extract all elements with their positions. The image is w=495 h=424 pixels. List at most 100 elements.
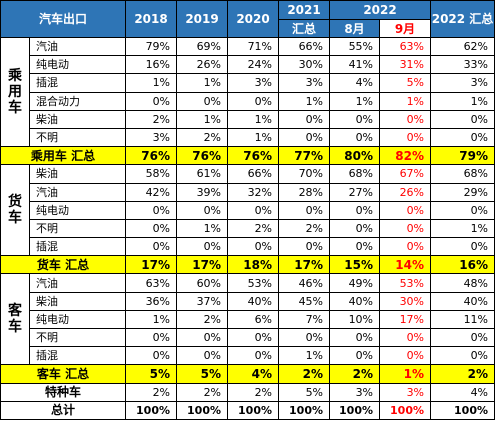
cell-2021: 3% xyxy=(278,73,331,93)
cell-2021: 17% xyxy=(278,255,331,275)
cell-2019: 76% xyxy=(176,146,229,166)
truck-total-label: 货车 汇总 xyxy=(0,255,127,275)
cell-aug: 68% xyxy=(329,164,381,184)
cell-sep: 0% xyxy=(379,237,432,257)
cell-2018: 63% xyxy=(125,273,178,293)
cell-2021: 77% xyxy=(278,146,331,166)
cell-2018: 3% xyxy=(125,127,178,148)
cell-2021: 5% xyxy=(278,382,331,402)
cell-aug: 15% xyxy=(329,255,381,275)
cell-2018: 42% xyxy=(125,182,178,202)
cell-sep: 30% xyxy=(379,291,432,311)
cell-2021: 100% xyxy=(278,400,331,420)
cell-2019: 69% xyxy=(176,36,229,57)
cell-sep: 14% xyxy=(379,255,432,275)
cell-2018: 16% xyxy=(125,55,178,75)
cell-2022-sum: 2% xyxy=(430,364,495,384)
cell-2019: 26% xyxy=(176,55,229,75)
cell-aug: 2% xyxy=(329,364,381,384)
row-label: 柴油 xyxy=(28,164,127,184)
cell-2021: 45% xyxy=(278,291,331,311)
row-label: 不明 xyxy=(28,127,127,148)
cell-2018: 0% xyxy=(125,218,178,239)
cell-sep: 1% xyxy=(379,91,432,111)
cell-2021: 66% xyxy=(278,36,331,57)
header-2021: 2021 xyxy=(278,0,331,20)
cell-sep: 0% xyxy=(379,327,432,348)
cell-2018: 0% xyxy=(125,200,178,220)
cell-2018: 1% xyxy=(125,309,178,330)
cell-2019: 37% xyxy=(176,291,229,311)
cell-aug: 0% xyxy=(329,109,381,129)
cell-2019: 1% xyxy=(176,218,229,239)
cell-2021: 0% xyxy=(278,327,331,348)
cell-sep: 0% xyxy=(379,200,432,220)
cell-2022-sum: 0% xyxy=(430,346,495,366)
header-2022: 2022 xyxy=(329,0,432,20)
cell-aug: 40% xyxy=(329,291,381,311)
cell-2022-sum: 100% xyxy=(430,400,495,420)
group-bus: 客车 xyxy=(0,273,30,366)
cell-2019: 0% xyxy=(176,200,229,220)
cell-aug: 80% xyxy=(329,146,381,166)
cell-2022-sum: 3% xyxy=(430,73,495,93)
cell-2020: 0% xyxy=(227,200,280,220)
cell-2020: 6% xyxy=(227,309,280,330)
cell-sep: 67% xyxy=(379,164,432,184)
cell-2022-sum: 11% xyxy=(430,309,495,330)
cell-aug: 10% xyxy=(329,309,381,330)
cell-aug: 0% xyxy=(329,200,381,220)
cell-aug: 3% xyxy=(329,382,381,402)
header-2021-summary: 汇总 xyxy=(278,19,331,38)
cell-sep: 63% xyxy=(379,36,432,57)
row-label: 汽油 xyxy=(28,182,127,202)
cell-sep: 31% xyxy=(379,55,432,75)
cell-2020: 3% xyxy=(227,73,280,93)
cell-2022-sum: 16% xyxy=(430,255,495,275)
cell-sep: 0% xyxy=(379,218,432,239)
cell-2018: 100% xyxy=(125,400,178,420)
cell-2018: 2% xyxy=(125,382,178,402)
cell-sep: 3% xyxy=(379,382,432,402)
row-label: 柴油 xyxy=(28,291,127,311)
cell-sep: 0% xyxy=(379,109,432,129)
cell-sep: 17% xyxy=(379,309,432,330)
cell-aug: 0% xyxy=(329,327,381,348)
row-label: 汽油 xyxy=(28,273,127,293)
cell-2020: 0% xyxy=(227,346,280,366)
passenger-total-label: 乘用车 汇总 xyxy=(0,146,127,166)
cell-2019: 60% xyxy=(176,273,229,293)
cell-2020: 1% xyxy=(227,109,280,129)
cell-2019: 61% xyxy=(176,164,229,184)
header-august: 8月 xyxy=(329,19,381,38)
cell-2022-sum: 0% xyxy=(430,237,495,257)
cell-2018: 0% xyxy=(125,327,178,348)
cell-2022-sum: 1% xyxy=(430,218,495,239)
cell-aug: 41% xyxy=(329,55,381,75)
cell-2022-sum: 0% xyxy=(430,200,495,220)
cell-aug: 0% xyxy=(329,218,381,239)
cell-2020: 1% xyxy=(227,127,280,148)
cell-2021: 1% xyxy=(278,346,331,366)
cell-2018: 1% xyxy=(125,73,178,93)
cell-2018: 5% xyxy=(125,364,178,384)
cell-2020: 0% xyxy=(227,327,280,348)
cell-2021: 0% xyxy=(278,237,331,257)
cell-sep: 0% xyxy=(379,346,432,366)
cell-2022-sum: 79% xyxy=(430,146,495,166)
cell-2021: 70% xyxy=(278,164,331,184)
group-truck: 货车 xyxy=(0,164,30,257)
cell-2019: 100% xyxy=(176,400,229,420)
header-2019: 2019 xyxy=(176,0,229,38)
cell-2020: 0% xyxy=(227,237,280,257)
cell-2018: 0% xyxy=(125,237,178,257)
cell-2020: 2% xyxy=(227,382,280,402)
cell-aug: 1% xyxy=(329,91,381,111)
cell-2018: 0% xyxy=(125,91,178,111)
cell-aug: 49% xyxy=(329,273,381,293)
cell-2019: 39% xyxy=(176,182,229,202)
cell-2019: 1% xyxy=(176,109,229,129)
cell-2020: 40% xyxy=(227,291,280,311)
cell-2022-sum: 68% xyxy=(430,164,495,184)
cell-2021: 2% xyxy=(278,218,331,239)
